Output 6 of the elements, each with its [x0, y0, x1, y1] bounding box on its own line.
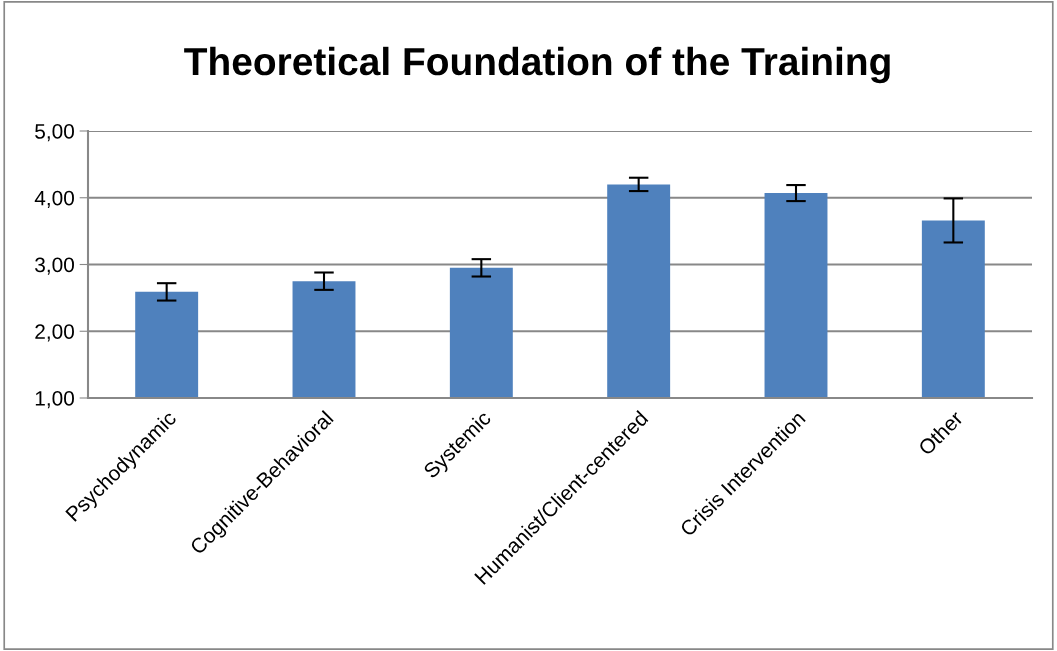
chart-title: Theoretical Foundation of the Training: [184, 46, 890, 84]
y-tick-label: 1,00: [35, 391, 74, 409]
y-tick-label: 4,00: [34, 190, 74, 208]
y-tick-label: 3,00: [35, 257, 74, 275]
y-tick-label: 5,00: [35, 124, 74, 142]
y-tick-label: 2,00: [35, 324, 74, 342]
